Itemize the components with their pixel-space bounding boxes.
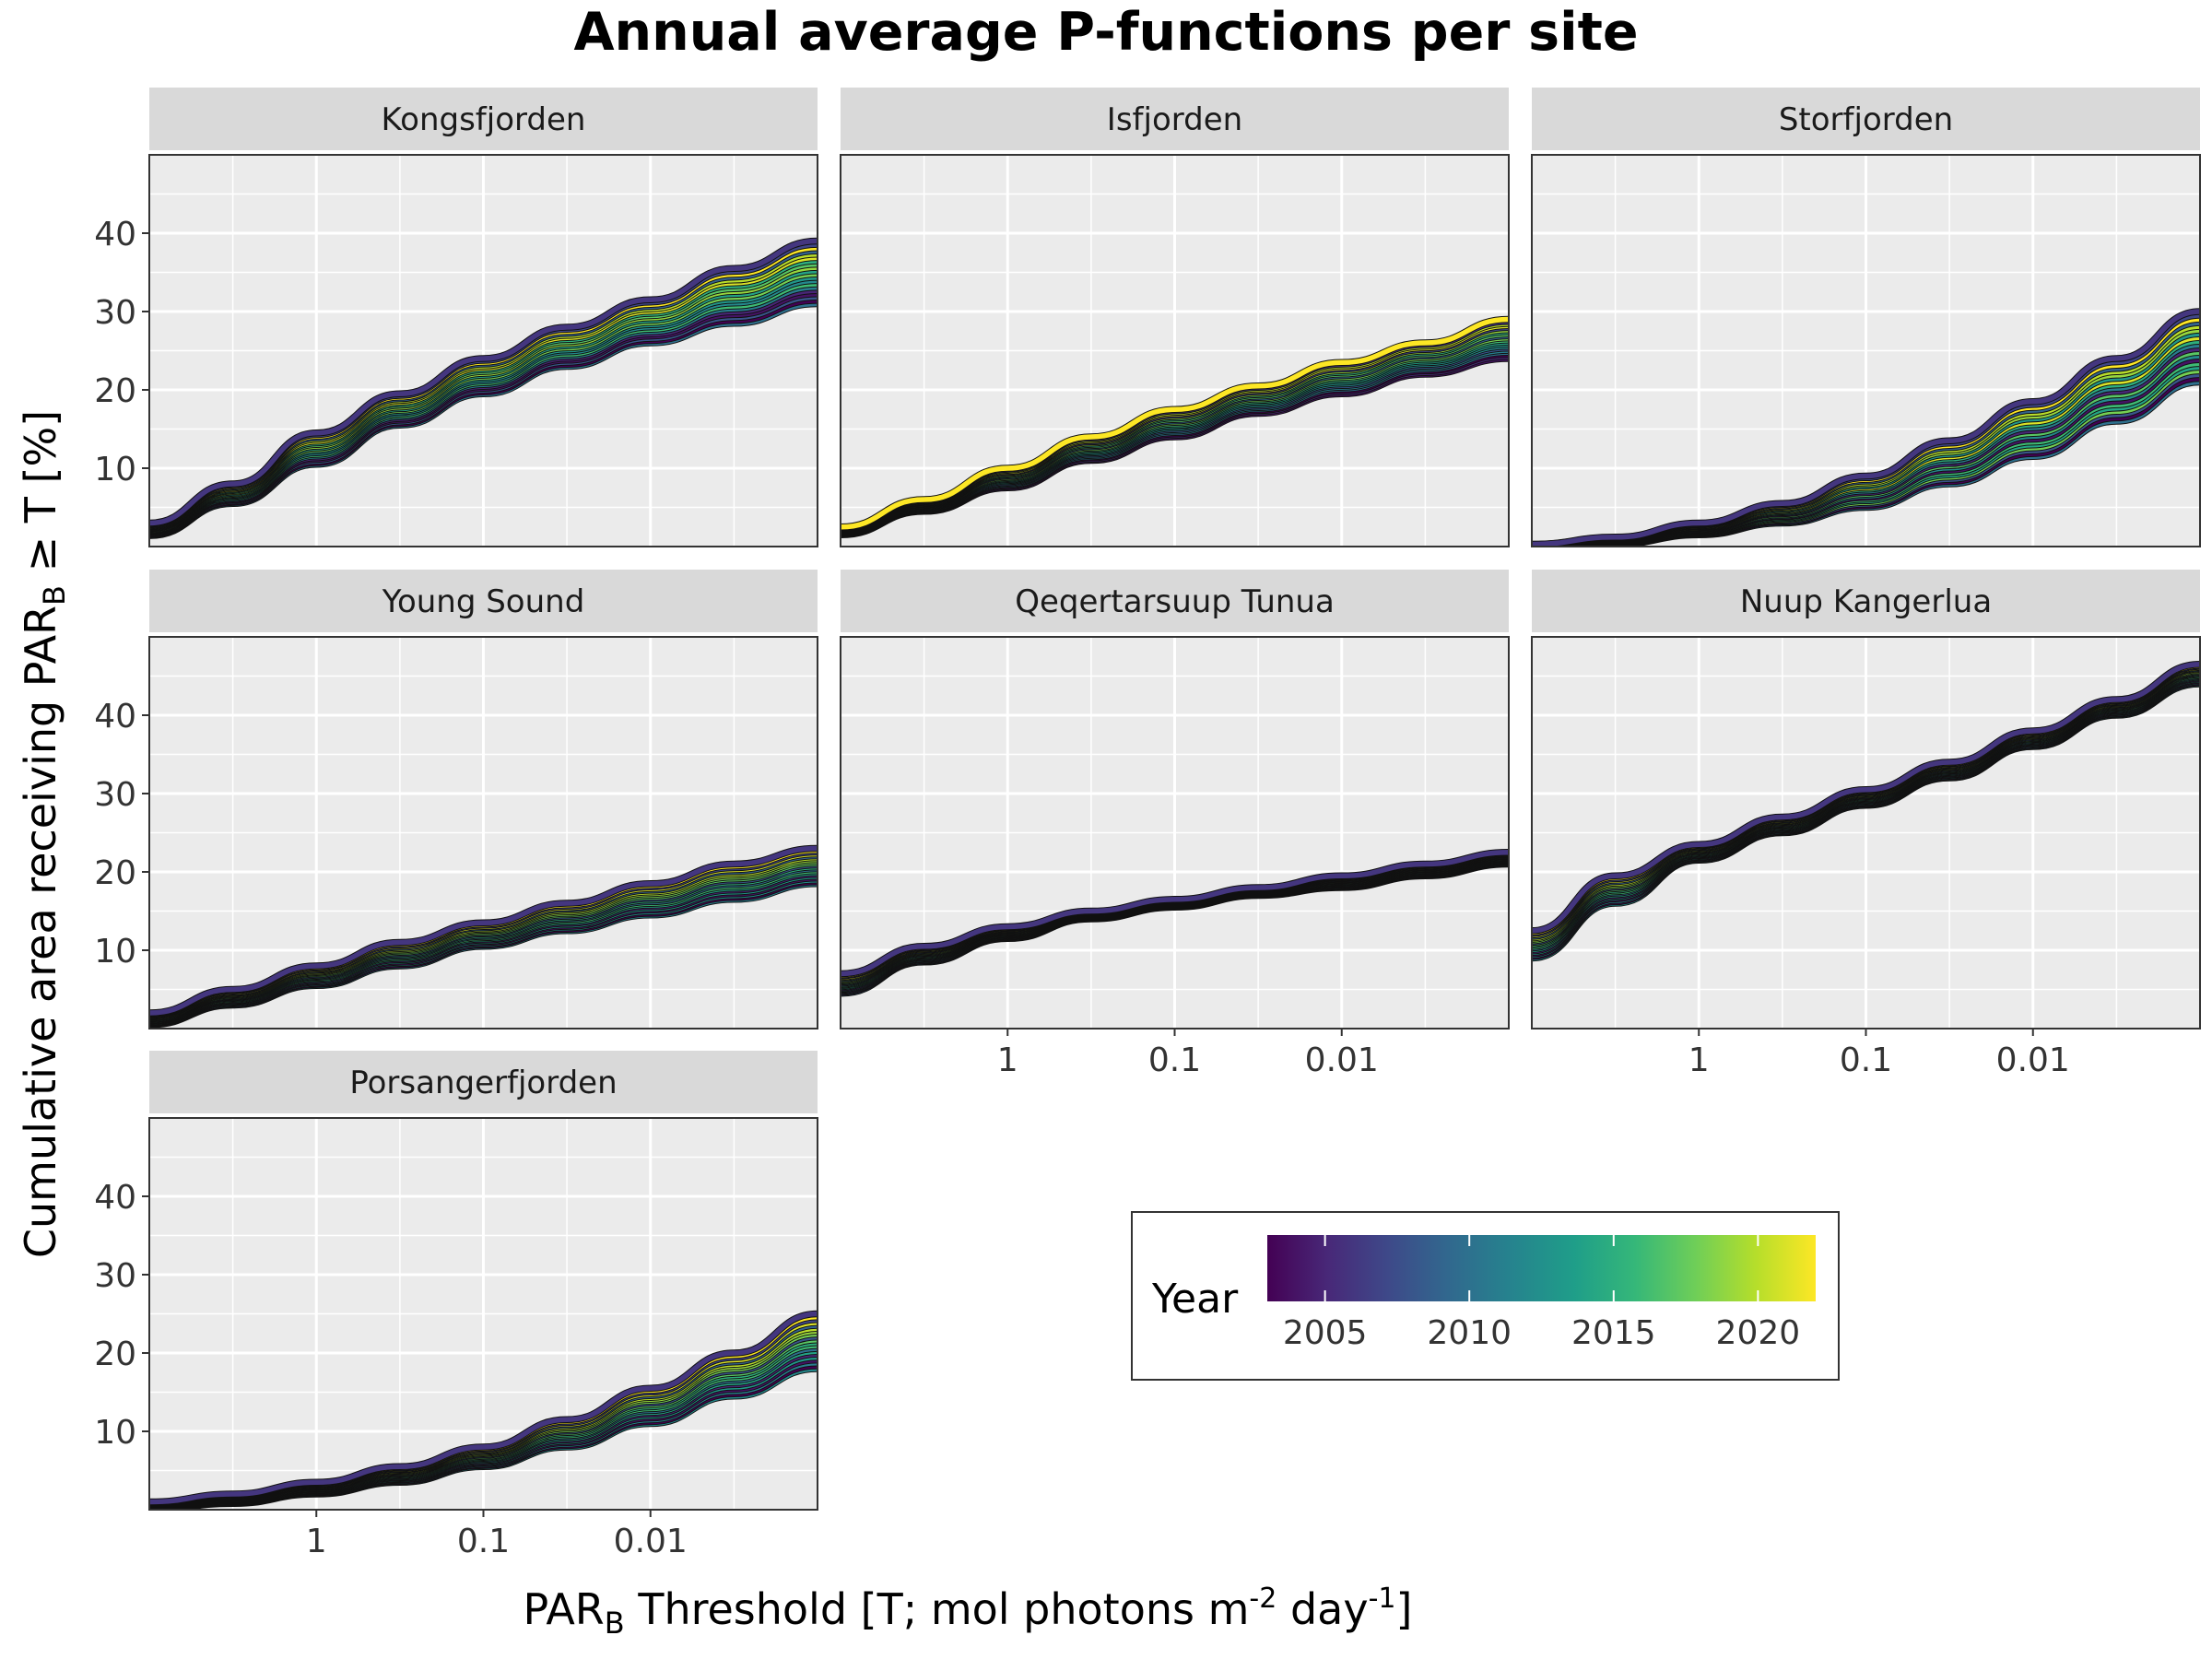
legend-tick-label: 2015 xyxy=(1571,1314,1656,1352)
legend-tick-label: 2005 xyxy=(1283,1314,1368,1352)
gridlines xyxy=(1532,637,2200,1029)
x-tick-label: 0.01 xyxy=(1996,1041,2070,1079)
x-tick-label: 1 xyxy=(306,1523,327,1560)
facet-strip xyxy=(149,88,818,150)
x-tick-label: 1 xyxy=(1688,1041,1710,1079)
facet-strip-label: Nuup Kangerlua xyxy=(1740,583,1992,620)
y-tick-label: 30 xyxy=(94,294,136,332)
y-tick-label: 10 xyxy=(94,451,136,488)
y-tick-label: 20 xyxy=(94,372,136,410)
series-line-2006 xyxy=(1532,309,2200,547)
facet-nuup-kangerlua: Nuup Kangerlua 1 0.1 0.01 xyxy=(1531,570,2201,1079)
facet-strip xyxy=(1532,570,2200,632)
year-legend: Year 2005 2010 2015 2020 xyxy=(1131,1211,1840,1381)
series-line-2006 xyxy=(841,850,1509,977)
facet-porsangerfjorden: Porsangerfjorden 10 20 30 40 1 0.1 0.01 xyxy=(94,1051,818,1560)
facet-strip xyxy=(841,570,1509,632)
facet-strip-label: Storfjorden xyxy=(1779,101,1953,138)
legend-colorbar xyxy=(1267,1235,1816,1301)
facet-storfjorden: Storfjorden xyxy=(1531,88,2201,547)
series-lines xyxy=(149,237,818,539)
x-tick-label: 0.1 xyxy=(1840,1041,1892,1079)
series-lines xyxy=(1532,661,2200,962)
series-lines xyxy=(1532,308,2200,547)
x-tick-label: 0.1 xyxy=(457,1523,510,1560)
panel-border xyxy=(148,154,818,547)
facet-young-sound: Young Sound 10 20 30 40 xyxy=(94,570,818,1030)
facet-strip xyxy=(841,88,1509,150)
panel-border xyxy=(840,154,1510,547)
y-tick-label: 20 xyxy=(94,1335,136,1373)
y-tick-label: 40 xyxy=(94,216,136,253)
facet-strip-label: Qeqertarsuup Tunua xyxy=(1015,583,1335,620)
series-line-2022 xyxy=(841,316,1509,530)
facet-isfjorden: Isfjorden xyxy=(840,88,1510,547)
series-lines xyxy=(149,844,818,1029)
x-axis-title: PARB Threshold [T; mol photons m-2 day-1… xyxy=(524,1583,1413,1641)
facet-strip-label: Porsangerfjorden xyxy=(349,1065,617,1101)
facet-strip-label: Isfjorden xyxy=(1107,101,1242,138)
series-lines xyxy=(841,849,1509,997)
gridlines xyxy=(149,1118,818,1510)
legend-ticks: 2005 2010 2015 2020 xyxy=(1283,1235,1800,1352)
facet-qeqertarsuup-tunua: Qeqertarsuup Tunua 1 0.1 0.01 xyxy=(840,570,1510,1079)
x-tick-label: 1 xyxy=(997,1041,1018,1079)
facet-strip xyxy=(149,1051,818,1113)
x-tick-label: 0.1 xyxy=(1148,1041,1201,1079)
series-line-2006 xyxy=(149,845,818,1016)
legend-tick-label: 2020 xyxy=(1716,1314,1801,1352)
facet-strip-label: Kongsfjorden xyxy=(382,101,586,138)
facet-strip xyxy=(149,570,818,632)
series-line-2006 xyxy=(149,238,818,526)
chart-title: Annual average P-functions per site xyxy=(573,2,1638,63)
series-line-2006 xyxy=(149,1311,818,1505)
x-tick-label: 0.01 xyxy=(614,1523,688,1560)
series-line-2006 xyxy=(1532,662,2200,934)
y-tick-label: 10 xyxy=(94,1414,136,1452)
y-tick-label: 20 xyxy=(94,854,136,892)
series-lines xyxy=(841,315,1509,539)
facet-strip-label: Young Sound xyxy=(382,583,585,620)
gridlines xyxy=(841,155,1509,547)
panel-border xyxy=(148,636,818,1030)
panel-border xyxy=(1531,154,2201,547)
series-lines xyxy=(149,1310,818,1510)
y-tick-label: 40 xyxy=(94,1179,136,1217)
facet-grid: Kongsfjorden 10 20 30 40 Isfjorden Storfjorden… xyxy=(94,88,2201,1560)
facet-strip xyxy=(1532,88,2200,150)
y-tick-label: 40 xyxy=(94,698,136,735)
y-tick-label: 10 xyxy=(94,933,136,971)
y-tick-label: 30 xyxy=(94,776,136,814)
legend-tick-label: 2010 xyxy=(1427,1314,1512,1352)
y-axis-title: Cumulative area receiving PARB ≥ T [%] xyxy=(16,410,72,1258)
y-tick-label: 30 xyxy=(94,1257,136,1295)
facet-kongsfjorden: Kongsfjorden 10 20 30 40 xyxy=(94,88,818,547)
x-tick-label: 0.01 xyxy=(1305,1041,1379,1079)
legend-title: Year xyxy=(1151,1276,1239,1323)
